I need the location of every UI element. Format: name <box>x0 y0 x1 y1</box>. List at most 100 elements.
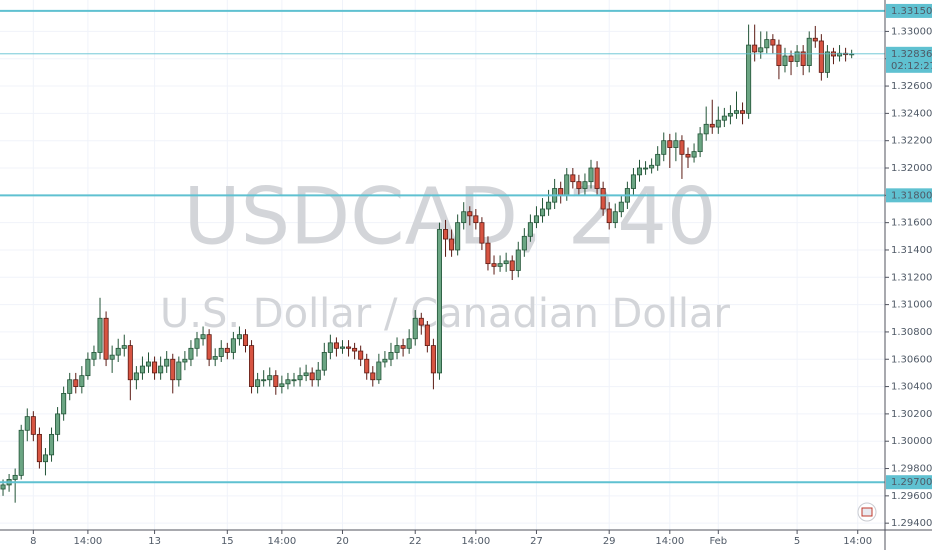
candle-body <box>818 40 824 73</box>
x-tick-label: 27 <box>530 536 543 547</box>
candle-body <box>649 164 655 169</box>
timezone-icon <box>857 502 877 522</box>
candle-body <box>582 181 588 189</box>
candle-body <box>703 123 709 135</box>
candle-body <box>158 365 164 374</box>
level-label: 1.29700 <box>891 477 932 488</box>
candle-body <box>539 208 546 217</box>
level-label: 1.31800 <box>891 190 932 201</box>
candle-body <box>606 208 612 224</box>
x-tick-label: Feb <box>709 536 727 547</box>
candle-body <box>776 44 782 66</box>
candle-body <box>249 345 255 387</box>
y-tick-label: 1.32200 <box>891 136 932 147</box>
candle-body <box>36 433 42 463</box>
candle-body <box>576 181 582 189</box>
candle-body <box>594 167 600 189</box>
candle-body <box>315 369 321 381</box>
candle-body <box>679 140 685 155</box>
x-tick-label: 14:00 <box>267 536 296 547</box>
last-price-box <box>886 46 932 73</box>
candle-body <box>837 52 843 57</box>
candle-body <box>279 383 285 387</box>
candle-body <box>85 358 91 377</box>
candle-body <box>418 317 424 326</box>
y-tick-label: 1.30600 <box>891 354 932 365</box>
candle-body <box>491 263 497 267</box>
candle-body <box>339 346 346 349</box>
candle-body <box>242 334 249 346</box>
candle-body <box>406 338 412 349</box>
candle-body <box>182 358 188 363</box>
y-tick-label: 1.30800 <box>891 327 932 338</box>
candle-body <box>303 372 309 377</box>
candle-body <box>291 379 297 382</box>
candle-body <box>533 215 539 224</box>
candle-body <box>806 37 812 66</box>
candle-body <box>42 454 48 463</box>
candle-body <box>224 347 230 353</box>
candle-body <box>600 188 606 210</box>
candle-body <box>612 211 618 224</box>
candle-body <box>746 44 752 114</box>
candle-body <box>794 51 800 62</box>
candle-body <box>424 324 430 346</box>
candle-body <box>667 140 673 148</box>
candle-body <box>527 222 533 237</box>
y-tick-label: 1.30000 <box>891 436 932 447</box>
candle-body <box>473 215 479 224</box>
candle-body <box>309 372 315 381</box>
candle-body <box>79 375 85 387</box>
candle-body <box>97 317 103 353</box>
candle-body <box>109 354 115 360</box>
candle-body <box>461 211 467 224</box>
candle-body <box>145 361 152 367</box>
candle-body <box>443 229 449 240</box>
candle-body <box>558 188 564 196</box>
last-price-label: 1.32836 <box>891 49 932 60</box>
level-label-box <box>886 188 932 203</box>
x-tick-label: 20 <box>336 536 349 547</box>
candle-body <box>370 372 376 381</box>
candle-body <box>194 338 200 349</box>
candle-body <box>61 393 67 415</box>
candle-body <box>800 51 806 66</box>
candle-body <box>721 115 727 121</box>
candle-body <box>733 110 740 114</box>
candle-body <box>218 347 224 357</box>
candle-body <box>691 151 697 158</box>
candle-body <box>0 484 6 490</box>
candle-body <box>618 201 624 213</box>
candle-body <box>261 379 267 382</box>
y-tick-label: 1.31000 <box>891 300 932 311</box>
level-label-box <box>886 3 932 18</box>
countdown-label: 02:12:27 <box>891 61 932 72</box>
candle-body <box>67 379 73 394</box>
y-tick-label: 1.29600 <box>891 491 932 502</box>
level-label-box <box>886 475 932 490</box>
y-tick-label: 1.29400 <box>891 518 932 529</box>
y-tick-label: 1.32000 <box>891 163 932 174</box>
candle-body <box>788 55 794 62</box>
candle-body <box>321 352 327 371</box>
candle-body <box>352 347 358 352</box>
candle-body <box>764 39 770 49</box>
candle-body <box>436 229 442 374</box>
candle-body <box>55 413 61 435</box>
plot <box>0 9 885 503</box>
candle-body <box>412 317 418 340</box>
candle-body <box>546 201 552 210</box>
candle-body <box>73 379 79 387</box>
candle-body <box>18 429 24 476</box>
candle-body <box>455 222 461 251</box>
candle-body <box>697 133 703 153</box>
candle-body <box>364 358 370 374</box>
x-tick-label: 14:00 <box>843 536 872 547</box>
candle-body <box>782 55 788 66</box>
level-label: 1.33150 <box>891 6 932 17</box>
candle-body <box>655 153 661 166</box>
candle-body <box>333 342 339 349</box>
candle-body <box>643 167 649 170</box>
candle-body <box>346 346 352 349</box>
